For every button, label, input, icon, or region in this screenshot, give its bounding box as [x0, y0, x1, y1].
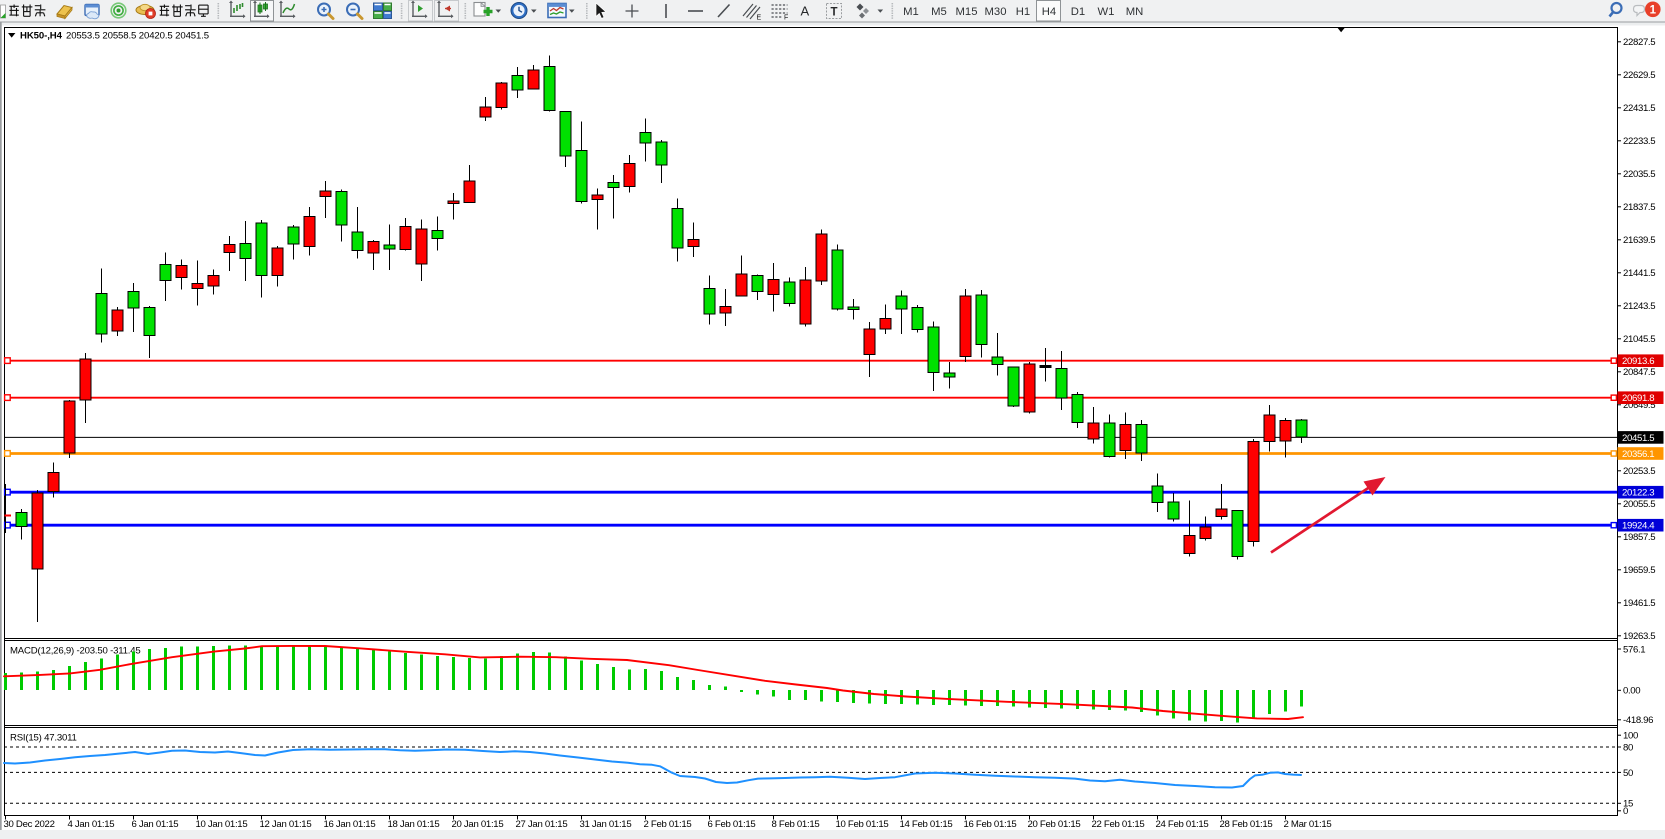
svg-text:W1: W1 — [1098, 6, 1115, 18]
svg-text:21045.5: 21045.5 — [1623, 334, 1655, 345]
svg-text:20847.5: 20847.5 — [1623, 367, 1655, 378]
svg-text:22233.5: 22233.5 — [1623, 136, 1655, 147]
svg-text:20649.5: 20649.5 — [1623, 400, 1655, 411]
svg-text:14 Feb 01:15: 14 Feb 01:15 — [900, 819, 953, 830]
svg-text:50: 50 — [1623, 768, 1633, 779]
svg-text:6 Feb 01:15: 6 Feb 01:15 — [708, 819, 756, 830]
svg-text:22629.5: 22629.5 — [1623, 70, 1655, 81]
svg-text:MN: MN — [1126, 6, 1144, 18]
svg-text:12 Jan 01:15: 12 Jan 01:15 — [260, 819, 312, 830]
svg-text:16 Feb 01:15: 16 Feb 01:15 — [964, 819, 1017, 830]
svg-text:M15: M15 — [956, 6, 978, 18]
svg-text:19924.4: 19924.4 — [1622, 521, 1655, 532]
svg-text:31 Jan 01:15: 31 Jan 01:15 — [580, 819, 632, 830]
svg-text:16 Jan 01:15: 16 Jan 01:15 — [324, 819, 376, 830]
svg-text:22431.5: 22431.5 — [1623, 103, 1655, 114]
svg-text:19659.5: 19659.5 — [1623, 565, 1655, 576]
svg-text:M30: M30 — [985, 6, 1007, 18]
svg-text:30 Dec 2022: 30 Dec 2022 — [4, 819, 55, 830]
svg-text:100: 100 — [1623, 731, 1638, 742]
svg-text:8 Feb 01:15: 8 Feb 01:15 — [772, 819, 820, 830]
svg-text:D1: D1 — [1071, 6, 1085, 18]
svg-text:18 Jan 01:15: 18 Jan 01:15 — [388, 819, 440, 830]
svg-text:20 Feb 01:15: 20 Feb 01:15 — [1028, 819, 1081, 830]
svg-text:20553.5 20558.5 20420.5 20451.: 20553.5 20558.5 20420.5 20451.5 — [66, 30, 209, 41]
svg-text:80: 80 — [1623, 742, 1633, 753]
svg-text:4 Jan 01:15: 4 Jan 01:15 — [68, 819, 115, 830]
svg-text:22 Feb 01:15: 22 Feb 01:15 — [1092, 819, 1145, 830]
svg-text:21441.5: 21441.5 — [1623, 268, 1655, 279]
svg-text:20356.1: 20356.1 — [1622, 449, 1654, 460]
svg-text:F: F — [784, 15, 788, 22]
svg-text:21243.5: 21243.5 — [1623, 301, 1655, 312]
svg-text:A: A — [801, 4, 810, 19]
svg-text:20055.5: 20055.5 — [1623, 499, 1655, 510]
svg-text:20913.6: 20913.6 — [1622, 356, 1654, 367]
svg-text:27 Jan 01:15: 27 Jan 01:15 — [516, 819, 568, 830]
svg-text:6 Jan 01:15: 6 Jan 01:15 — [132, 819, 179, 830]
svg-text:28 Feb 01:15: 28 Feb 01:15 — [1220, 819, 1273, 830]
svg-text:1: 1 — [1650, 4, 1657, 16]
svg-text:RSI(15) 47.3011: RSI(15) 47.3011 — [10, 733, 77, 744]
svg-text:20691.8: 20691.8 — [1622, 393, 1654, 404]
svg-text:0.00: 0.00 — [1623, 686, 1640, 697]
svg-text:15: 15 — [1623, 799, 1633, 810]
svg-text:T: T — [831, 6, 838, 18]
svg-text:HK50-,H4: HK50-,H4 — [20, 30, 63, 41]
svg-text:10 Feb 01:15: 10 Feb 01:15 — [836, 819, 889, 830]
svg-text:21837.5: 21837.5 — [1623, 202, 1655, 213]
svg-text:E: E — [757, 15, 762, 22]
svg-text:10 Jan 01:15: 10 Jan 01:15 — [196, 819, 248, 830]
svg-text:19857.5: 19857.5 — [1623, 532, 1655, 543]
svg-text:2 Feb 01:15: 2 Feb 01:15 — [644, 819, 692, 830]
svg-text:20451.5: 20451.5 — [1622, 433, 1654, 444]
svg-text:22035.5: 22035.5 — [1623, 169, 1655, 180]
svg-text:M1: M1 — [903, 6, 919, 18]
svg-text:2 Mar 01:15: 2 Mar 01:15 — [1284, 819, 1332, 830]
svg-text:20253.5: 20253.5 — [1623, 466, 1655, 477]
svg-text:576.1: 576.1 — [1623, 644, 1645, 655]
svg-text:19461.5: 19461.5 — [1623, 598, 1655, 609]
svg-text:MACD(12,26,9) -203.50 -311.45: MACD(12,26,9) -203.50 -311.45 — [10, 646, 141, 657]
svg-text:24 Feb 01:15: 24 Feb 01:15 — [1156, 819, 1209, 830]
svg-text:21639.5: 21639.5 — [1623, 235, 1655, 246]
svg-text:-418.96: -418.96 — [1623, 715, 1653, 726]
svg-text:M5: M5 — [931, 6, 947, 18]
svg-text:20 Jan 01:15: 20 Jan 01:15 — [452, 819, 504, 830]
svg-text:19263.5: 19263.5 — [1623, 631, 1655, 642]
svg-text:20122.3: 20122.3 — [1622, 488, 1654, 499]
svg-text:H4: H4 — [1042, 6, 1056, 18]
svg-text:H1: H1 — [1016, 6, 1030, 18]
svg-text:0: 0 — [1623, 806, 1628, 817]
svg-text:22827.5: 22827.5 — [1623, 37, 1655, 48]
